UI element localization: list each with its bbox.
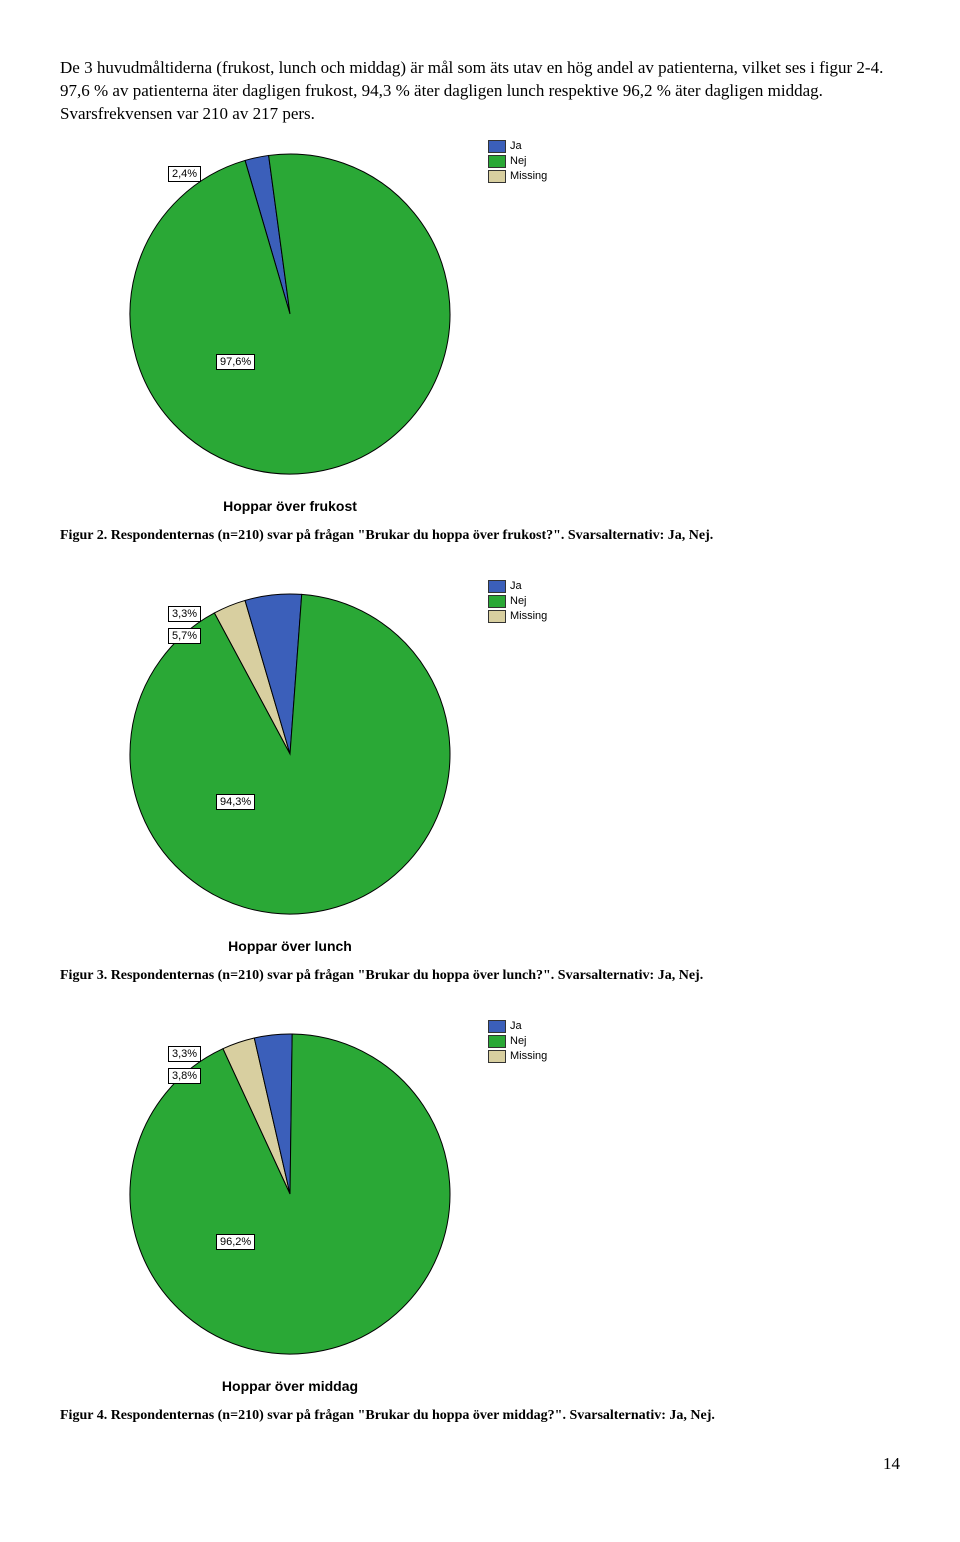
legend-item-ja: Ja [488,1020,547,1033]
legend: Ja Nej Missing [488,140,547,185]
chart-title: Hoppar över lunch [60,938,520,954]
legend-item-nej: Nej [488,155,547,168]
legend-item-missing: Missing [488,610,547,623]
pie-chart: 3,3% 3,8% 96,2% [110,1014,470,1374]
pie-chart: 2,4% 97,6% [110,134,470,494]
legend-swatch [488,1020,506,1033]
legend-label: Missing [510,610,547,622]
legend-swatch [488,155,506,168]
legend-label: Ja [510,580,522,592]
figure-caption: Figur 3. Respondenternas (n=210) svar på… [60,968,900,984]
figure-caption: Figur 2. Respondenternas (n=210) svar på… [60,528,900,544]
legend-swatch [488,595,506,608]
slice-label-ja: 2,4% [168,166,201,182]
slice-label-ja: 5,7% [168,628,201,644]
legend: Ja Nej Missing [488,1020,547,1065]
legend-item-nej: Nej [488,1035,547,1048]
legend-swatch [488,1050,506,1063]
legend-label: Missing [510,1050,547,1062]
legend-item-ja: Ja [488,580,547,593]
slice-label-missing: 3,3% [168,606,201,622]
legend-item-missing: Missing [488,170,547,183]
legend-label: Nej [510,595,527,607]
chart-block: 3,3% 5,7% 94,3% Ja Nej Missing Hoppar över lun… [60,574,900,984]
legend-item-missing: Missing [488,1050,547,1063]
legend-label: Ja [510,140,522,152]
chart-title: Hoppar över frukost [60,498,520,514]
slice-label-nej: 96,2% [216,1234,255,1250]
legend-swatch [488,610,506,623]
legend-label: Nej [510,155,527,167]
legend-swatch [488,140,506,153]
slice-label-nej: 94,3% [216,794,255,810]
legend-item-nej: Nej [488,595,547,608]
slice-label-ja: 3,8% [168,1068,201,1084]
legend-swatch [488,580,506,593]
figure-caption: Figur 4. Respondenternas (n=210) svar på… [60,1408,900,1424]
chart-title: Hoppar över middag [60,1378,520,1394]
legend-swatch [488,170,506,183]
legend-label: Ja [510,1020,522,1032]
legend: Ja Nej Missing [488,580,547,625]
slice-label-nej: 97,6% [216,354,255,370]
pie-slice-nej [130,154,450,474]
legend-label: Nej [510,1035,527,1047]
chart-block: 2,4% 97,6% Ja Nej Missing Hoppar över frukost… [60,134,900,544]
intro-paragraph: De 3 huvudmåltiderna (frukost, lunch och… [60,57,900,126]
pie-chart: 3,3% 5,7% 94,3% [110,574,470,934]
slice-label-missing: 3,3% [168,1046,201,1062]
legend-item-ja: Ja [488,140,547,153]
chart-block: 3,3% 3,8% 96,2% Ja Nej Missing Hoppar över mid… [60,1014,900,1424]
legend-label: Missing [510,170,547,182]
legend-swatch [488,1035,506,1048]
page-number: 14 [60,1454,900,1474]
